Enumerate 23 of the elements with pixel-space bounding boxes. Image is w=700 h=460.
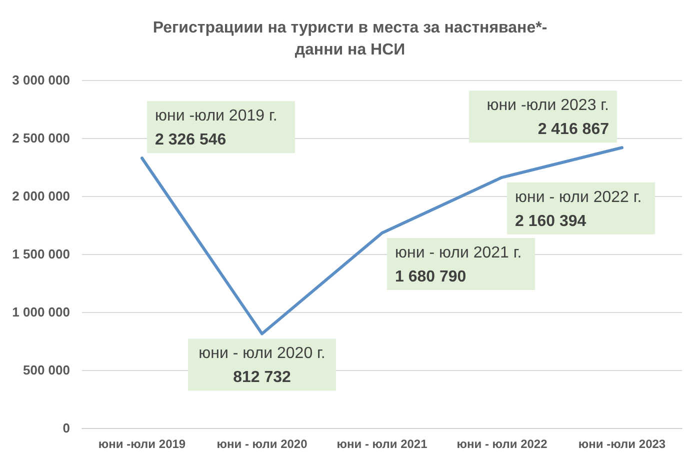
data-label: 2 160 394 [515, 212, 586, 230]
y-tick-label: 2 500 000 [12, 130, 70, 146]
chart-title: Регистрациии на туристи в места за настняване*- данни на НСИ [152, 20, 548, 58]
y-tick-label: 1 500 000 [12, 246, 70, 262]
y-tick-label: 3 000 000 [12, 72, 70, 88]
annotation: юни -юли 2019 г. [155, 108, 278, 125]
annotation: юни - юли 2022 г. [515, 188, 642, 206]
data-label: 2 326 546 [155, 132, 226, 149]
annotation: юни - юли 2021 г. [395, 244, 522, 262]
x-tick-label: юни - юли 2020 [216, 437, 308, 451]
x-tick-label: юни - юли 2021 [336, 437, 428, 451]
annotation: юни -юли 2023 г. [486, 97, 609, 114]
x-tick-label: юни -юли 2023 [578, 437, 666, 451]
y-tick-label: 1 000 000 [12, 304, 70, 320]
y-tick-label: 500 000 [23, 362, 70, 378]
x-tick-label: юни -юли 2019 [98, 437, 186, 451]
x-tick-label: юни - юли 2022 [456, 437, 548, 451]
y-tick-label: 0 [62, 420, 70, 436]
data-label: 812 732 [233, 369, 292, 386]
data-label: 2 416 867 [538, 121, 610, 138]
y-tick-label: 2 000 000 [12, 188, 70, 204]
data-label: 1 680 790 [395, 268, 466, 286]
annotation: юни - юли 2020 г. [198, 345, 326, 362]
